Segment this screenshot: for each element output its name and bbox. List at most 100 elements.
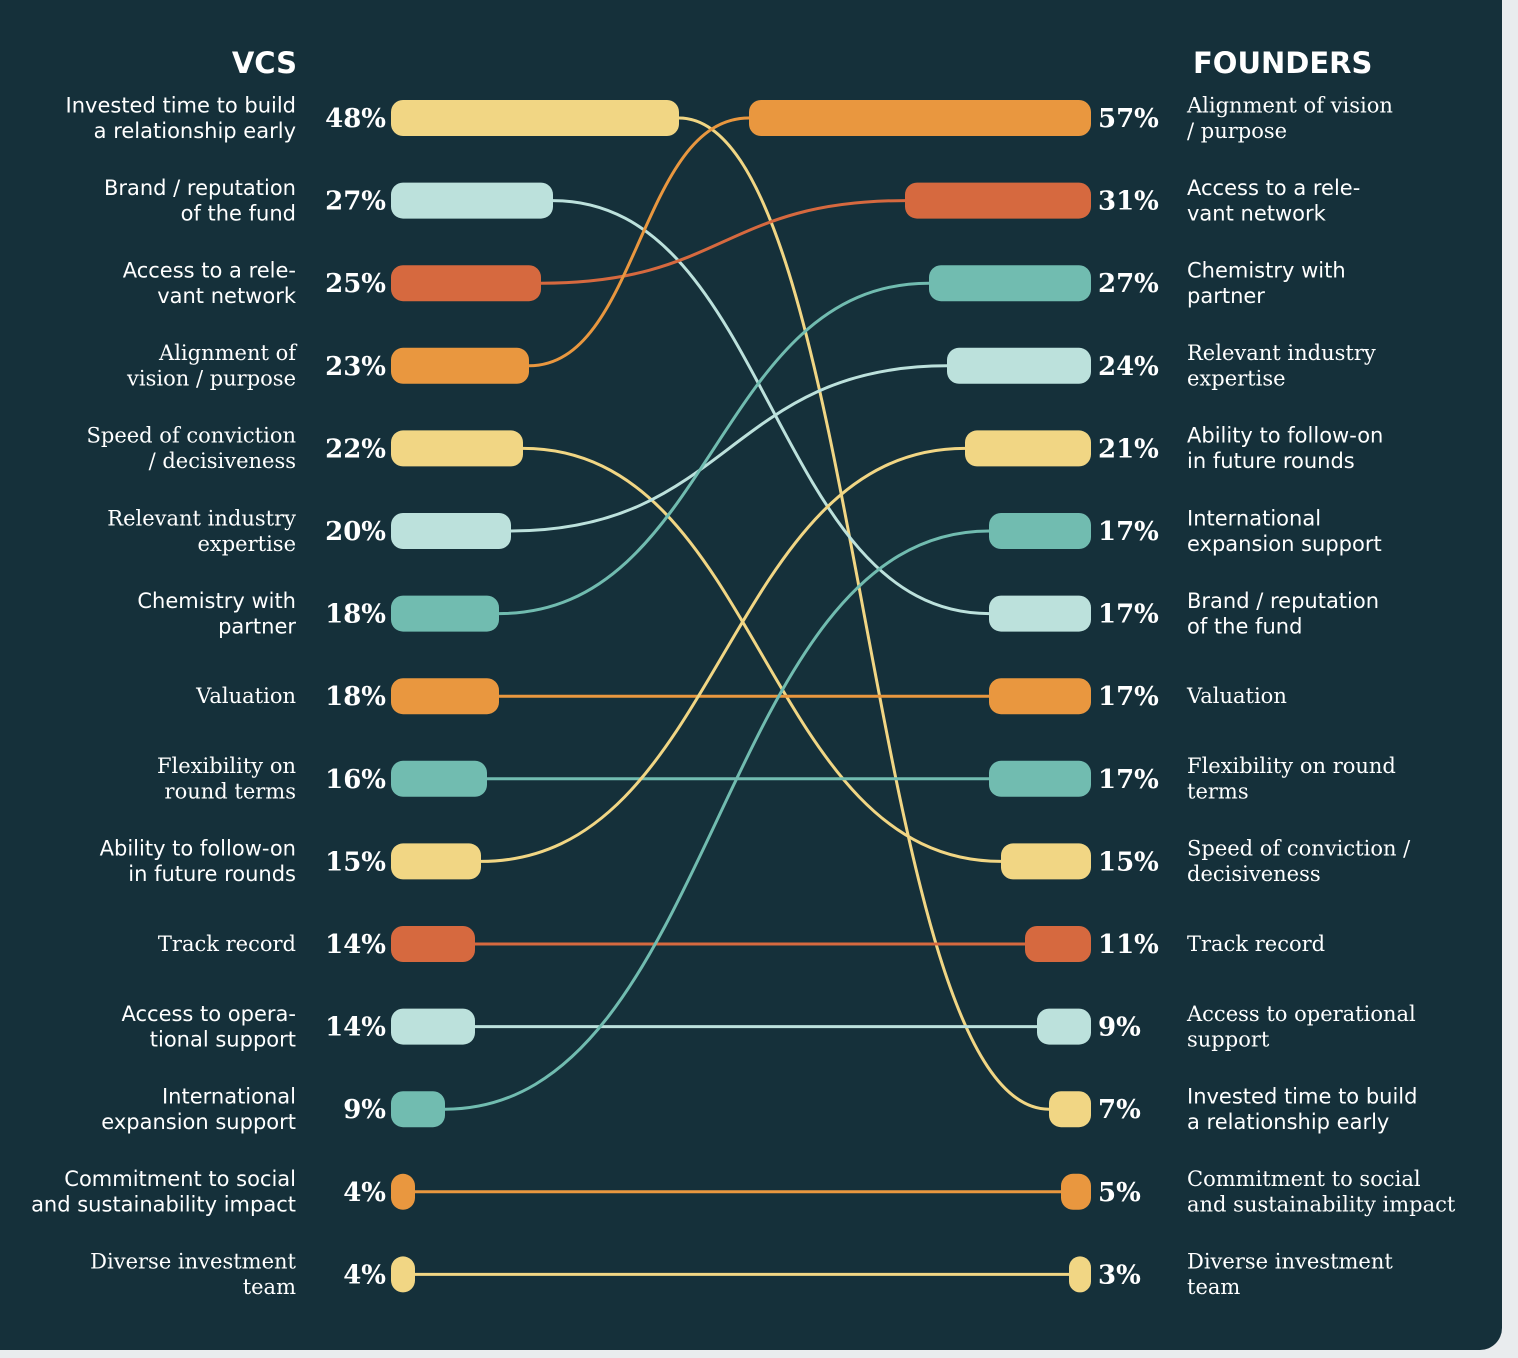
founders-pct-international-expansion-support: 17% — [1098, 517, 1159, 547]
founders-label-line: Brand / reputation — [1187, 589, 1379, 613]
founders-label-line: in future rounds — [1187, 449, 1355, 473]
vcs-label-line: Track record — [158, 932, 296, 956]
vcs-pct-diverse-investment-team: 4% — [343, 1260, 386, 1290]
founders-label-line: Relevant industry — [1187, 341, 1376, 365]
vcs-bar-access-to-operational-support — [391, 1008, 475, 1045]
founders-label-track-record: Track record — [1187, 932, 1325, 956]
founders-bar-flexibility-on-round-terms — [989, 760, 1091, 797]
connector-international-expansion-support — [444, 529, 990, 1111]
vcs-bar-flexibility-on-round-terms — [391, 760, 487, 797]
founders-pct-valuation: 17% — [1098, 682, 1159, 712]
founders-bar-track-record — [1025, 926, 1091, 962]
vcs-pct-ability-to-follow-on-in-future-rounds: 15% — [325, 847, 386, 877]
founders-label-line: Diverse investment — [1187, 1250, 1393, 1274]
founders-bar-access-to-operational-support — [1037, 1008, 1091, 1045]
founders-label-line: a relationship early — [1187, 1110, 1389, 1134]
founders-header: FOUNDERS — [1193, 46, 1372, 80]
vcs-pct-valuation: 18% — [325, 682, 386, 712]
founders-pct-access-to-operational-support: 9% — [1098, 1013, 1141, 1043]
founders-bar-invested-time-to-build-a-relationship-early — [1049, 1091, 1091, 1128]
vcs-label-line: Speed of conviction — [87, 424, 297, 448]
founders-pct-diverse-investment-team: 3% — [1098, 1260, 1141, 1290]
vcs-label-line: Relevant industry — [107, 506, 296, 530]
founders-label-line: partner — [1187, 284, 1265, 308]
vcs-label-alignment-of-vision-purpose: Alignment of vision / purpose — [126, 341, 298, 391]
vcs-bar-valuation — [391, 678, 499, 715]
founders-label-chemistry-with-partner: Chemistry with partner — [1187, 258, 1346, 308]
founders-label-line: vant network — [1187, 201, 1327, 225]
founders-label-line: expansion support — [1187, 532, 1382, 556]
vcs-label-invested-time-to-build-a-relationship-early: Invested time to build a relationship ear… — [66, 93, 296, 143]
vcs-label-diverse-investment-team: Diverse investment team — [90, 1250, 296, 1300]
founders-label-line: Speed of conviction / — [1187, 837, 1411, 861]
founders-pct-relevant-industry-expertise: 24% — [1098, 352, 1159, 382]
founders-label-line: / purpose — [1187, 119, 1287, 143]
founders-bar-relevant-industry-expertise — [947, 347, 1091, 384]
vcs-bar-invested-time-to-build-a-relationship-early — [391, 100, 679, 136]
vcs-pct-access-to-operational-support: 14% — [325, 1013, 386, 1043]
vcs-label-commitment-to-social-and-sustainability-impact: Commitment to social and sustainability i… — [31, 1167, 296, 1217]
founders-label-alignment-of-vision-purpose: Alignment of vision / purpose — [1186, 93, 1393, 143]
vcs-label-line: Access to opera- — [121, 1002, 296, 1026]
vcs-pct-relevant-industry-expertise: 20% — [325, 517, 386, 547]
vcs-label-valuation: Valuation — [195, 684, 296, 708]
vcs-pct-invested-time-to-build-a-relationship-early: 48% — [325, 104, 386, 134]
founders-pct-commitment-to-social-and-sustainability-impact: 5% — [1098, 1178, 1141, 1208]
founders-label-valuation: Valuation — [1186, 684, 1287, 708]
vcs-bar-diverse-investment-team — [391, 1256, 415, 1293]
vcs-label-chemistry-with-partner: Chemistry with partner — [137, 589, 296, 639]
labels: VCS FOUNDERS 48%Invested time to build a … — [31, 46, 1456, 1299]
vcs-label-line: Alignment of — [158, 341, 298, 365]
vcs-label-international-expansion-support: International expansion support — [101, 1084, 296, 1134]
founders-pct-invested-time-to-build-a-relationship-early: 7% — [1098, 1095, 1141, 1125]
founders-bar-diverse-investment-team — [1069, 1256, 1091, 1293]
vcs-label-line: vision / purpose — [126, 367, 296, 391]
vcs-label-line: International — [162, 1084, 296, 1108]
founders-pct-chemistry-with-partner: 27% — [1098, 269, 1159, 299]
connector-lines — [415, 116, 1069, 1276]
founders-label-access-to-a-relevant-network: Access to a rele-vant network — [1187, 176, 1360, 226]
founders-bar-speed-of-conviction-decisiveness — [1001, 843, 1091, 880]
connector-brand-reputation-of-the-fund — [552, 199, 990, 616]
vcs-label-track-record: Track record — [158, 932, 296, 956]
founders-pct-flexibility-on-round-terms: 17% — [1098, 765, 1159, 795]
founders-label-invested-time-to-build-a-relationship-early: Invested time to build a relationship ear… — [1187, 1084, 1417, 1134]
founders-label-line: Alignment of vision — [1186, 93, 1393, 117]
vcs-pct-brand-reputation-of-the-fund: 27% — [325, 187, 386, 217]
vcs-label-line: vant network — [157, 284, 297, 308]
founders-label-line: decisiveness — [1187, 862, 1321, 886]
founders-label-line: Commitment to social — [1187, 1167, 1421, 1191]
vcs-label-ability-to-follow-on-in-future-rounds: Ability to follow-on in future rounds — [100, 837, 296, 887]
vcs-label-line: expertise — [197, 532, 296, 556]
vcs-pct-alignment-of-vision-purpose: 23% — [325, 352, 386, 382]
founders-label-access-to-operational-support: Access to operational support — [1186, 1002, 1416, 1052]
vcs-bar-relevant-industry-expertise — [391, 513, 511, 549]
founders-label-line: Ability to follow-on — [1187, 424, 1383, 448]
vcs-label-line: Ability to follow-on — [100, 837, 296, 861]
vcs-label-flexibility-on-round-terms: Flexibility on round terms — [157, 754, 296, 804]
vcs-label-line: in future rounds — [128, 862, 296, 886]
founders-label-ability-to-follow-on-in-future-rounds: Ability to follow-on in future rounds — [1187, 424, 1383, 474]
vcs-label-line: team — [243, 1275, 296, 1299]
connector-invested-time-to-build-a-relationship-early — [678, 116, 1050, 1111]
founders-label-line: of the fund — [1187, 614, 1302, 638]
vcs-bar-access-to-a-relevant-network — [391, 265, 541, 302]
bars — [391, 100, 1091, 1293]
vcs-pct-international-expansion-support: 9% — [343, 1095, 386, 1125]
founders-bar-chemistry-with-partner — [929, 265, 1091, 302]
founders-bar-ability-to-follow-on-in-future-rounds — [965, 430, 1091, 467]
founders-label-line: expertise — [1187, 367, 1286, 391]
founders-label-international-expansion-support: International expansion support — [1187, 506, 1382, 556]
connector-relevant-industry-expertise — [510, 364, 948, 533]
vcs-label-line: and sustainability impact — [31, 1193, 296, 1217]
connector-chemistry-with-partner — [498, 281, 930, 616]
founders-label-flexibility-on-round-terms: Flexibility on round terms — [1187, 754, 1396, 804]
vcs-label-line: tional support — [150, 1027, 296, 1051]
vcs-pct-commitment-to-social-and-sustainability-impact: 4% — [343, 1178, 386, 1208]
vcs-bar-speed-of-conviction-decisiveness — [391, 430, 523, 467]
founders-bar-access-to-a-relevant-network — [905, 182, 1091, 219]
vcs-pct-chemistry-with-partner: 18% — [325, 600, 386, 630]
vcs-bar-alignment-of-vision-purpose — [391, 347, 529, 384]
